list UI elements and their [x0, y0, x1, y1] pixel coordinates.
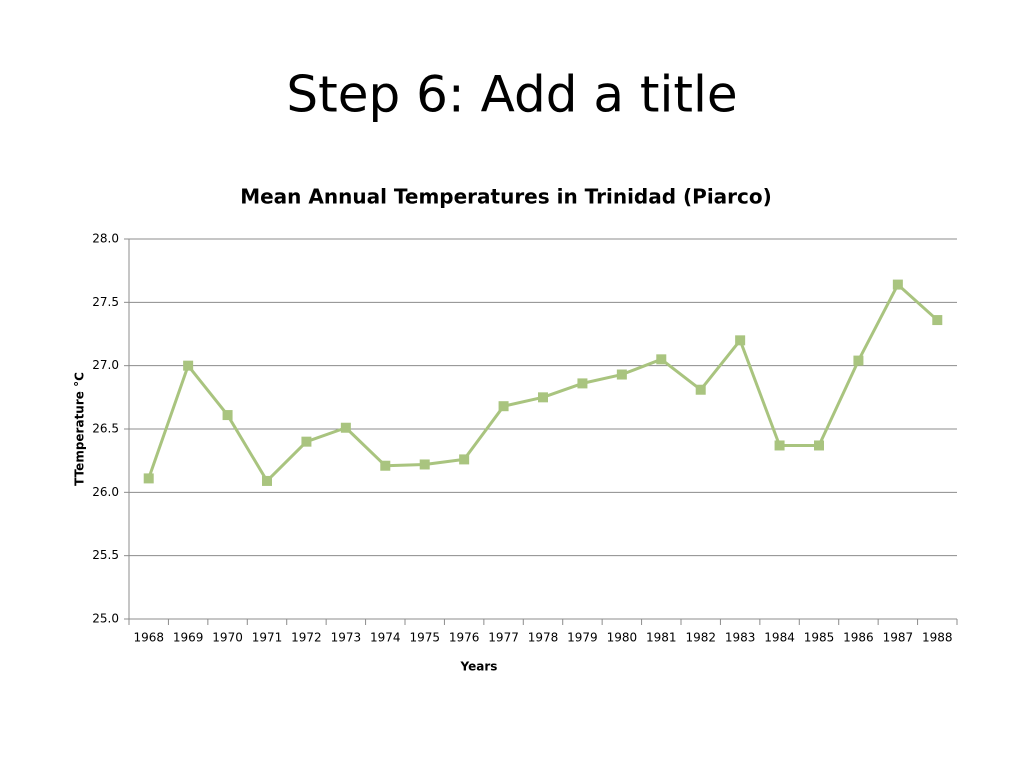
marker [577, 378, 588, 389]
x-tick-label: 1982 [685, 631, 716, 645]
chart-title: Mean Annual Temperatures in Trinidad (Pi… [240, 185, 772, 209]
marker [892, 279, 903, 290]
x-tick-label: 1977 [488, 631, 519, 645]
marker [498, 401, 509, 412]
y-axis-label: TTemperature °C [73, 372, 87, 486]
marker [380, 460, 391, 471]
y-tick-label: 25.5 [92, 548, 119, 562]
marker [656, 354, 667, 365]
slide-title: Step 6: Add a title [286, 66, 737, 124]
x-tick-label: 1975 [409, 631, 440, 645]
x-tick-label: 1985 [804, 631, 835, 645]
x-tick-label: 1970 [212, 631, 243, 645]
marker [183, 360, 194, 371]
y-tick-label: 26.0 [92, 485, 119, 499]
x-tick-label: 1971 [252, 631, 283, 645]
marker [853, 355, 864, 366]
y-tick-label: 26.5 [92, 422, 119, 436]
marker [262, 475, 272, 486]
x-tick-label: 1986 [843, 631, 874, 645]
y-tick-label: 25.0 [92, 612, 119, 626]
marker [695, 384, 706, 395]
x-tick-label: 1973 [331, 631, 362, 645]
x-tick-label: 1978 [528, 631, 559, 645]
marker [616, 369, 627, 380]
x-tick-label: 1984 [764, 631, 795, 645]
marker [143, 473, 154, 484]
x-tick-label: 1972 [291, 631, 322, 645]
x-tick-label: 1976 [449, 631, 480, 645]
marker [222, 410, 233, 421]
marker [735, 335, 746, 346]
x-tick-label: 1981 [646, 631, 677, 645]
marker [774, 440, 785, 451]
x-axis-label: Years [460, 660, 498, 674]
marker [538, 392, 548, 403]
marker [814, 440, 824, 451]
x-tick-label: 1979 [567, 631, 598, 645]
marker [301, 436, 312, 447]
x-tick-label: 1974 [370, 631, 401, 645]
x-tick-label: 1983 [725, 631, 756, 645]
marker [459, 454, 470, 465]
marker [340, 422, 351, 433]
x-tick-label: 1987 [883, 631, 914, 645]
x-tick-label: 1988 [922, 631, 953, 645]
marker [419, 459, 430, 470]
x-tick-label: 1968 [133, 631, 164, 645]
y-tick-label: 27.5 [92, 295, 119, 309]
y-tick-label: 27.0 [92, 358, 119, 372]
x-tick-label: 1969 [173, 631, 204, 645]
marker [932, 315, 943, 326]
y-tick-label: 28.0 [92, 232, 119, 246]
x-tick-label: 1980 [607, 631, 638, 645]
